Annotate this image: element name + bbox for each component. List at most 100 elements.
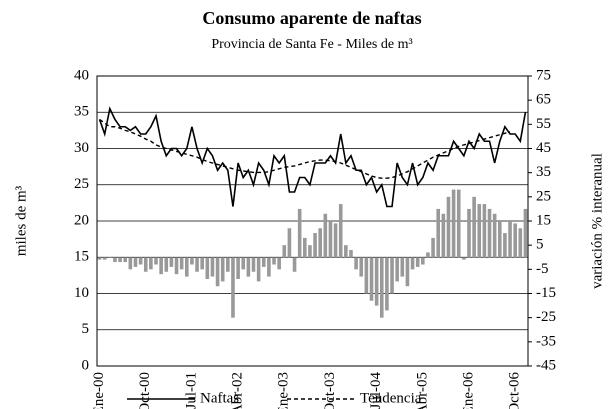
bar <box>231 257 235 318</box>
bar <box>338 204 343 258</box>
bar <box>446 196 451 258</box>
bar <box>426 252 430 258</box>
y2-tick-label: 5 <box>536 237 544 253</box>
bar <box>123 257 128 263</box>
x-tick-label: Jul-01 <box>183 372 199 409</box>
bar <box>421 257 425 265</box>
y-tick-label: 0 <box>82 357 90 373</box>
y2-tick-label: 25 <box>536 188 551 204</box>
bar <box>451 189 456 258</box>
bar <box>277 257 281 270</box>
bar <box>220 257 225 282</box>
bar <box>261 257 266 267</box>
y2-tick-label: 35 <box>536 164 551 180</box>
bar <box>374 257 379 306</box>
bar <box>328 221 333 258</box>
y-tick-label: 5 <box>82 321 90 337</box>
bar <box>215 257 220 287</box>
bar <box>462 257 466 260</box>
x-tick-label: Ene-03 <box>276 372 292 409</box>
x-tick-label: Abr-05 <box>414 372 430 409</box>
bar <box>236 257 240 279</box>
bar <box>503 233 507 258</box>
bar <box>487 208 492 258</box>
y2-tick-label: -15 <box>536 285 556 301</box>
bar <box>477 204 482 258</box>
bar <box>395 257 399 282</box>
bar <box>190 257 194 265</box>
x-tick-label: Ene-00 <box>91 372 107 409</box>
line <box>98 106 527 208</box>
y-tick-label: 20 <box>74 212 89 228</box>
bar <box>97 257 102 260</box>
bar <box>272 257 276 265</box>
bar <box>108 257 112 258</box>
bar <box>292 257 297 272</box>
legend-label: Tendencia <box>360 390 422 406</box>
bar <box>154 257 158 265</box>
y2-tick-label: -45 <box>536 357 556 373</box>
y2-tick-label: 45 <box>536 140 551 156</box>
bar <box>179 257 184 270</box>
bar <box>169 257 174 267</box>
bar <box>379 257 384 318</box>
y2-tick-label: 75 <box>536 67 551 83</box>
bar <box>102 257 107 260</box>
bar <box>174 257 179 275</box>
bar <box>118 257 122 263</box>
bar <box>313 233 317 258</box>
bar <box>523 208 528 258</box>
bar <box>364 257 369 294</box>
bar <box>513 223 517 258</box>
bar <box>349 250 353 258</box>
bar <box>436 208 441 258</box>
bar <box>303 237 307 258</box>
x-tick-label: Oct-03 <box>322 372 338 409</box>
y-axis-label: miles de m³ <box>13 185 29 256</box>
bar <box>246 257 251 277</box>
x-tick-label: Ene-06 <box>460 372 476 409</box>
chart-title: Consumo aparente de naftas <box>202 8 421 28</box>
bar <box>333 223 338 258</box>
y2-tick-label: -35 <box>536 333 556 349</box>
bar <box>195 257 199 272</box>
bar <box>184 257 189 277</box>
bar <box>133 257 138 267</box>
bar <box>297 208 302 258</box>
bar <box>256 257 261 282</box>
y-tick-label: 10 <box>74 285 89 301</box>
bar <box>410 257 415 270</box>
y2-tick-label: 55 <box>536 116 551 132</box>
y2-axis-label: variación % interanual <box>589 153 605 289</box>
bar <box>143 257 148 272</box>
bar <box>164 257 169 272</box>
bar <box>492 213 497 258</box>
bar <box>267 257 271 277</box>
chart-subtitle: Provincia de Santa Fe - Miles de m³ <box>211 37 412 52</box>
bar <box>390 257 394 294</box>
y2-tick-label: 15 <box>536 212 551 228</box>
bar <box>400 257 405 277</box>
bar <box>518 228 523 258</box>
bar <box>354 257 358 270</box>
x-tick-label: Jul-04 <box>368 372 384 409</box>
y2-tick-label: -5 <box>536 261 549 277</box>
bar <box>344 245 348 258</box>
bar <box>497 221 502 258</box>
y-tick-label: 25 <box>74 176 89 192</box>
bar <box>308 245 312 258</box>
bar <box>359 257 364 277</box>
plot-border <box>96 75 529 367</box>
bar <box>226 257 230 272</box>
bar <box>431 237 435 258</box>
bar <box>482 204 487 258</box>
x-tick-label: Oct-06 <box>507 372 523 409</box>
bar <box>113 257 117 263</box>
y-tick-label: 35 <box>74 104 89 120</box>
bar <box>138 257 143 265</box>
bar <box>205 257 210 279</box>
bar <box>159 257 163 275</box>
bar <box>287 228 292 258</box>
bar <box>241 257 246 270</box>
